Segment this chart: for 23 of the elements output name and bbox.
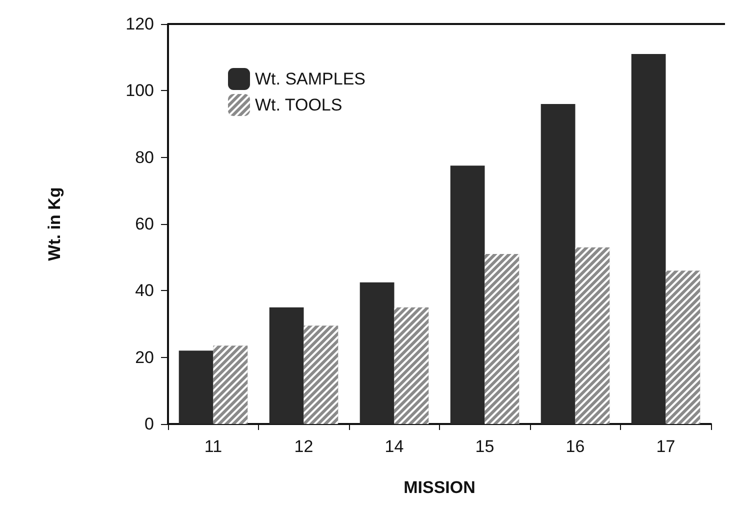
x-tick-label: 14	[384, 437, 404, 456]
bar	[540, 104, 576, 424]
y-tick-label: 120	[126, 14, 154, 34]
x-tick-label: 12	[294, 437, 314, 456]
legend-label: Wt. SAMPLES	[255, 70, 366, 88]
y-tick-label: 0	[144, 414, 154, 434]
y-tick-label: 100	[126, 81, 154, 100]
x-tick-label: 16	[566, 437, 585, 456]
legend-label: Wt. TOOLS	[255, 96, 342, 114]
bar	[360, 282, 394, 424]
y-tick-label: 40	[135, 281, 154, 300]
y-tick-label: 60	[135, 214, 154, 234]
y-tick-label: 80	[135, 148, 154, 167]
x-tick-label: 11	[204, 437, 222, 456]
bar	[450, 166, 485, 424]
y-axis-title: Wt. in Kg	[45, 187, 64, 261]
x-tick-label: 17	[656, 437, 676, 456]
x-tick-label: 15	[475, 437, 494, 456]
bar	[631, 54, 666, 424]
y-tick-label: 20	[135, 348, 154, 367]
x-axis-title: MISSION	[404, 478, 476, 497]
bar	[178, 350, 214, 424]
bar	[269, 307, 304, 424]
